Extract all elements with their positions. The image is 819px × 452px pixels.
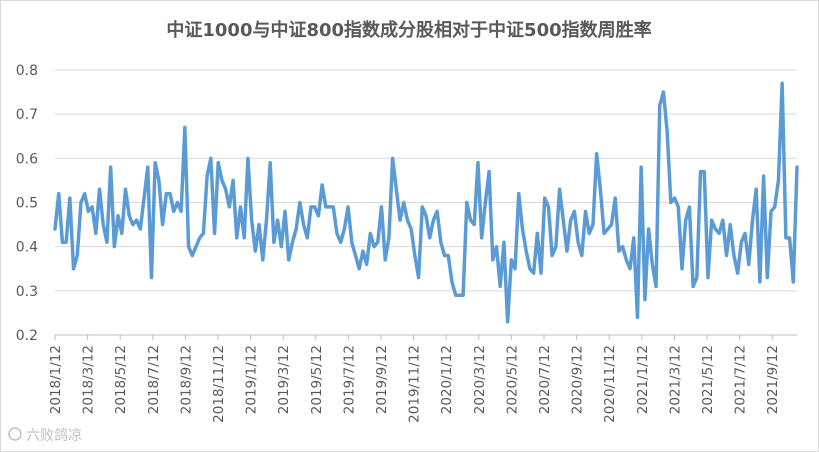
x-tick-label: 2018/3/12 <box>81 345 97 414</box>
x-tick-label: 2021/5/12 <box>700 345 716 414</box>
series-layer <box>53 81 799 324</box>
x-axis-ticks: 2018/1/12 2018/3/12 2018/5/12 2018/7/12 2018… <box>48 335 781 423</box>
y-tick-label: 0.5 <box>16 196 38 212</box>
x-tick-label: 2021/9/12 <box>765 345 781 414</box>
x-tick-label: 2019/11/12 <box>407 345 423 423</box>
x-tick-label: 2021/7/12 <box>733 345 749 414</box>
x-tick-label: 2019/1/12 <box>244 345 260 414</box>
x-tick-label: 2020/9/12 <box>570 345 586 414</box>
x-tick-label: 2018/9/12 <box>178 345 194 414</box>
y-tick-label: 0.8 <box>16 63 38 79</box>
x-tick-label: 2018/5/12 <box>113 345 129 414</box>
x-tick-label: 2020/11/12 <box>602 345 618 423</box>
chart-title: 中证1000与中证800指数成分股相对于中证500指数周胜率 <box>166 19 651 41</box>
x-tick-label: 2020/7/12 <box>537 345 553 414</box>
y-tick-label: 0.3 <box>16 284 38 300</box>
y-tick-label: 0.4 <box>16 240 38 256</box>
y-tick-label: 0.2 <box>16 328 38 344</box>
x-tick-label: 2020/5/12 <box>504 345 520 414</box>
y-tick-label: 0.6 <box>16 151 38 167</box>
x-tick-label: 2018/11/12 <box>211 345 227 423</box>
x-tick-label: 2021/1/12 <box>635 345 651 414</box>
watermark-logo-icon <box>8 427 22 441</box>
x-tick-label: 2019/3/12 <box>276 345 292 414</box>
x-tick-label: 2020/3/12 <box>472 345 488 414</box>
y-tick-label: 0.7 <box>16 107 38 123</box>
x-tick-label: 2018/1/12 <box>48 345 64 414</box>
watermark: 六败鸽凉 <box>8 427 82 444</box>
x-tick-label: 2018/7/12 <box>146 345 162 414</box>
gridlines <box>55 69 797 336</box>
x-tick-label: 2019/5/12 <box>309 345 325 414</box>
x-tick-label: 2021/3/12 <box>667 345 683 414</box>
x-tick-label: 2019/9/12 <box>374 345 390 414</box>
x-tick-label: 2019/7/12 <box>341 345 357 414</box>
x-tick-label: 2020/1/12 <box>439 345 455 414</box>
y-axis-ticks: 0.2 0.3 0.4 0.5 0.6 0.7 0.8 <box>16 63 38 344</box>
watermark-text: 六败鸽凉 <box>26 427 82 444</box>
